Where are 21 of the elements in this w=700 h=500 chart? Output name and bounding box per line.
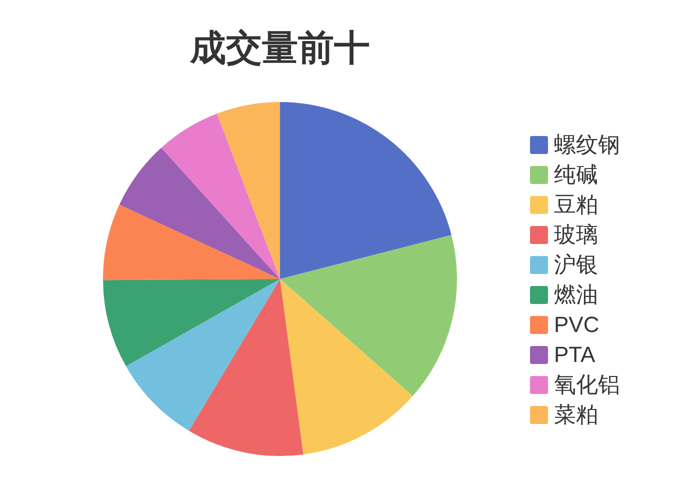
legend-label: PVC	[554, 312, 600, 337]
legend-label: 氧化铝	[554, 372, 620, 397]
pie-slice	[103, 279, 280, 366]
pie-slice	[280, 234, 457, 396]
legend-label: 螺纹钢	[554, 132, 620, 157]
legend-label: 玻璃	[554, 222, 598, 247]
legend-label: 纯碱	[554, 162, 598, 187]
pie-slice	[216, 102, 280, 279]
pie-slice	[119, 148, 280, 279]
legend-label: 燃油	[554, 282, 598, 307]
legend-label: 沪银	[554, 252, 598, 277]
pie-slice	[188, 279, 304, 456]
legend-label: 菜粕	[554, 402, 598, 427]
pie-slice	[280, 102, 452, 279]
pie-slice	[161, 114, 280, 279]
chart-title: 成交量前十	[189, 27, 370, 68]
pie-slice	[126, 279, 280, 431]
legend-label: 豆粕	[554, 192, 598, 217]
pie-slice	[103, 204, 280, 280]
pie-slice	[280, 279, 413, 454]
legend-label: PTA	[554, 342, 596, 367]
